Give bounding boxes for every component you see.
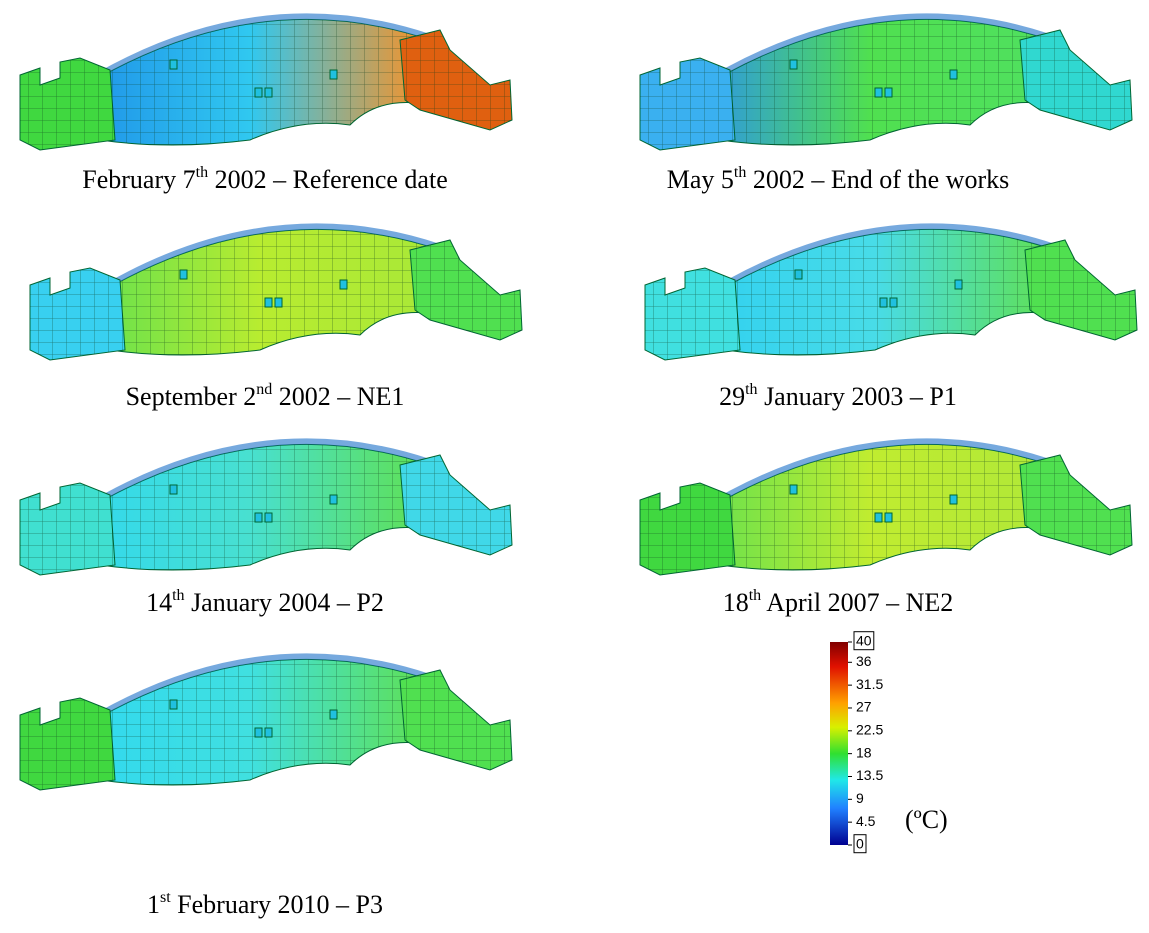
caption-sup: nd — [256, 381, 272, 398]
right-block-mesh — [1020, 30, 1132, 130]
fe-model — [30, 223, 522, 360]
left-block-mesh — [645, 268, 740, 360]
caption-before: 1 — [147, 890, 160, 919]
arch-mesh — [695, 229, 1055, 355]
caption: September 2nd 2002 – NE1 — [126, 382, 405, 412]
arch-mesh — [70, 444, 430, 570]
opening — [890, 298, 897, 307]
left-block-mesh — [30, 268, 125, 360]
caption-after: 2002 – NE1 — [272, 382, 404, 411]
opening — [950, 70, 957, 79]
colorbar-tick-label: 18 — [856, 744, 872, 760]
opening — [795, 270, 802, 279]
caption: May 5th 2002 – End of the works — [667, 165, 1009, 195]
left-block-mesh — [640, 483, 735, 575]
arch-mesh — [690, 19, 1050, 145]
caption-before: 18 — [723, 588, 749, 617]
opening — [955, 280, 962, 289]
opening — [330, 495, 337, 504]
fe-model — [640, 438, 1132, 575]
caption-sup: th — [172, 587, 184, 604]
caption: 1st February 2010 – P3 — [147, 890, 383, 920]
caption: February 7th 2002 – Reference date — [82, 165, 447, 195]
caption-after: 2002 – Reference date — [208, 165, 448, 194]
opening — [790, 60, 797, 69]
opening — [255, 728, 262, 737]
colorbar-tick-label: 4.5 — [856, 813, 876, 829]
arch-mesh — [70, 659, 430, 785]
opening — [265, 513, 272, 522]
arch-mesh — [690, 444, 1050, 570]
opening — [170, 60, 177, 69]
right-block-mesh — [400, 30, 512, 130]
opening — [875, 513, 882, 522]
fe-model — [645, 223, 1137, 360]
opening — [170, 700, 177, 709]
opening — [875, 88, 882, 97]
caption-before: February 7 — [82, 165, 195, 194]
caption: 18th April 2007 – NE2 — [723, 588, 954, 618]
caption: 29th January 2003 – P1 — [719, 382, 957, 412]
drawing: 40 36 31.5 27 22.5 18 13.5 9 4.5 0 — [0, 0, 1149, 933]
opening — [885, 513, 892, 522]
caption-before: 14 — [146, 588, 172, 617]
caption-sup: th — [196, 164, 208, 181]
colorbar-tick-label: 13.5 — [856, 767, 883, 783]
left-block-mesh — [20, 483, 115, 575]
caption-sup: th — [734, 164, 746, 181]
fe-model — [20, 13, 512, 150]
colorbar-tick-label: 40 — [856, 633, 872, 649]
colorbar-tick-label: 9 — [856, 790, 864, 806]
colorbar-tick-label: 22.5 — [856, 722, 883, 738]
opening — [255, 513, 262, 522]
opening — [950, 495, 957, 504]
arch-mesh — [70, 19, 430, 145]
caption-after: January 2004 – P2 — [185, 588, 384, 617]
colorbar-unit: (ºC) — [905, 805, 948, 835]
colorbar-tick-label: 36 — [856, 653, 872, 669]
colorbar — [830, 642, 848, 845]
caption-after: February 2010 – P3 — [171, 890, 383, 919]
opening — [340, 280, 347, 289]
fe-model — [640, 13, 1132, 150]
caption-before: 29 — [719, 382, 745, 411]
caption-before: September 2 — [126, 382, 257, 411]
opening — [330, 710, 337, 719]
fe-model — [20, 438, 512, 575]
caption-sup: th — [745, 381, 757, 398]
caption: 14th January 2004 – P2 — [146, 588, 384, 618]
opening — [885, 88, 892, 97]
caption-after: April 2007 – NE2 — [761, 588, 953, 617]
opening — [265, 298, 272, 307]
caption-before: May 5 — [667, 165, 734, 194]
caption-sup: th — [749, 587, 761, 604]
opening — [265, 728, 272, 737]
colorbar-tick-label: 0 — [856, 836, 864, 852]
opening — [255, 88, 262, 97]
opening — [330, 70, 337, 79]
figure: 403631.52722.51813.594.50 (ºC) (() => { … — [0, 0, 1149, 933]
opening — [790, 485, 797, 494]
right-block-mesh — [400, 455, 512, 555]
opening — [180, 270, 187, 279]
right-block-mesh — [400, 670, 512, 770]
left-block-mesh — [20, 58, 115, 150]
caption-after: January 2003 – P1 — [758, 382, 957, 411]
opening — [275, 298, 282, 307]
fe-model — [20, 653, 512, 790]
page: Temperature distribution figure {"panels… — [0, 0, 1149, 933]
left-block-mesh — [20, 698, 115, 790]
colorbar-tick-label: 27 — [856, 699, 872, 715]
right-block-mesh — [1020, 455, 1132, 555]
right-block-mesh — [410, 240, 522, 340]
caption-sup: st — [160, 889, 171, 906]
right-block-mesh — [1025, 240, 1137, 340]
left-block-mesh — [640, 58, 735, 150]
caption-after: 2002 – End of the works — [746, 165, 1009, 194]
opening — [265, 88, 272, 97]
arch-mesh — [80, 229, 440, 355]
opening — [880, 298, 887, 307]
colorbar-tick-label: 31.5 — [856, 676, 883, 692]
opening — [170, 485, 177, 494]
